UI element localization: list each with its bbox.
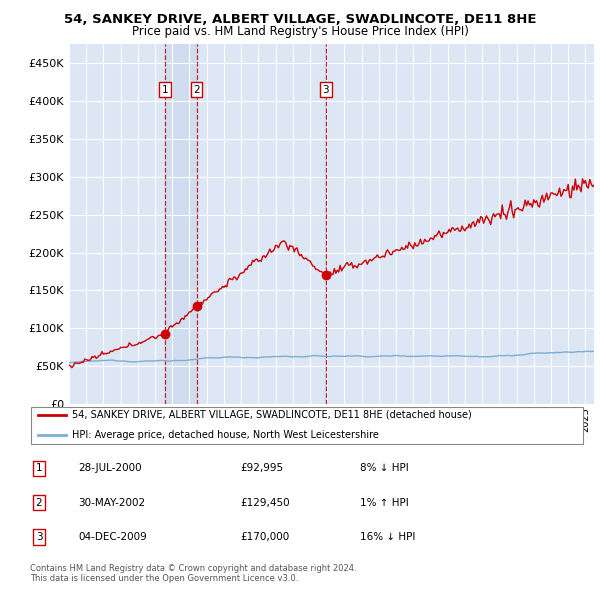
Text: 30-MAY-2002: 30-MAY-2002 <box>78 498 145 507</box>
Text: 16% ↓ HPI: 16% ↓ HPI <box>360 532 415 542</box>
Text: 54, SANKEY DRIVE, ALBERT VILLAGE, SWADLINCOTE, DE11 8HE (detached house): 54, SANKEY DRIVE, ALBERT VILLAGE, SWADLI… <box>71 410 472 420</box>
Text: HPI: Average price, detached house, North West Leicestershire: HPI: Average price, detached house, Nort… <box>71 430 379 440</box>
Text: 1: 1 <box>161 85 168 95</box>
FancyBboxPatch shape <box>31 407 583 444</box>
Bar <box>165 44 197 404</box>
Text: 8% ↓ HPI: 8% ↓ HPI <box>360 464 409 473</box>
Text: 3: 3 <box>35 532 43 542</box>
Text: 1: 1 <box>35 464 43 473</box>
Text: 1% ↑ HPI: 1% ↑ HPI <box>360 498 409 507</box>
Bar <box>325 44 326 404</box>
Text: 28-JUL-2000: 28-JUL-2000 <box>78 464 142 473</box>
Text: 04-DEC-2009: 04-DEC-2009 <box>78 532 147 542</box>
Text: Price paid vs. HM Land Registry's House Price Index (HPI): Price paid vs. HM Land Registry's House … <box>131 25 469 38</box>
Text: £92,995: £92,995 <box>240 464 283 473</box>
Text: 2: 2 <box>35 498 43 507</box>
Text: 2: 2 <box>193 85 200 95</box>
Text: £129,450: £129,450 <box>240 498 290 507</box>
Text: 54, SANKEY DRIVE, ALBERT VILLAGE, SWADLINCOTE, DE11 8HE: 54, SANKEY DRIVE, ALBERT VILLAGE, SWADLI… <box>64 13 536 26</box>
Text: 3: 3 <box>323 85 329 95</box>
Text: Contains HM Land Registry data © Crown copyright and database right 2024.
This d: Contains HM Land Registry data © Crown c… <box>30 563 356 583</box>
Text: £170,000: £170,000 <box>240 532 289 542</box>
